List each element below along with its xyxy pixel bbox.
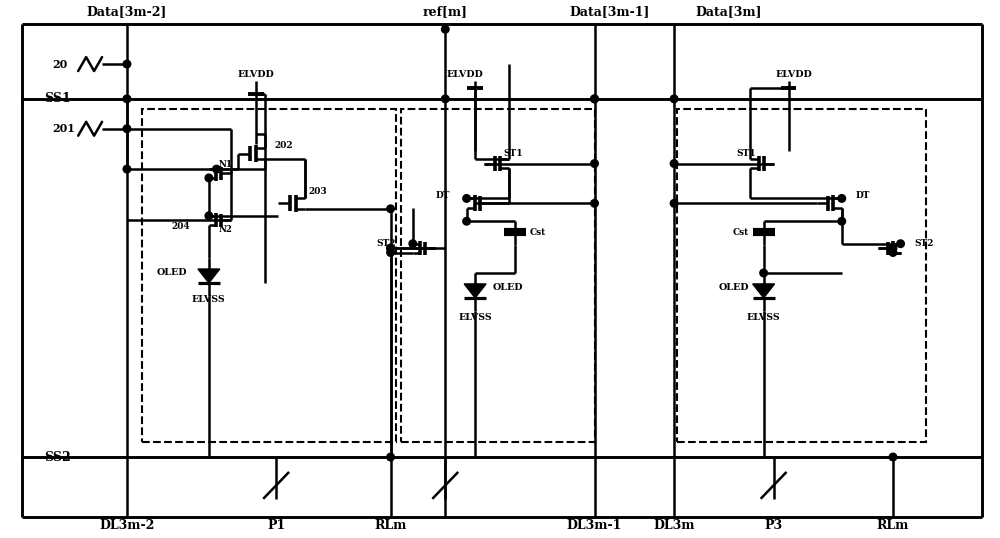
Bar [142,109,396,442]
Circle shape [670,200,678,207]
Circle shape [670,160,678,167]
Text: N2: N2 [218,225,232,233]
Circle shape [123,95,131,103]
Circle shape [205,174,213,182]
Text: ST1: ST1 [503,149,523,158]
Circle shape [387,205,394,213]
Text: N1: N1 [218,160,232,169]
Circle shape [463,217,470,225]
Circle shape [897,240,904,247]
Text: OLED: OLED [718,284,749,292]
Polygon shape [753,284,775,298]
Text: Data[3m-1]: Data[3m-1] [569,5,650,18]
Circle shape [387,244,394,252]
Circle shape [889,249,897,256]
Text: ELVSS: ELVSS [458,313,492,322]
Text: DL3m-2: DL3m-2 [99,519,155,532]
Text: RLm: RLm [374,519,407,532]
Circle shape [591,200,598,207]
Circle shape [387,249,394,256]
Circle shape [838,195,846,202]
Circle shape [213,165,220,173]
Circle shape [442,25,449,33]
Text: 204: 204 [172,222,190,231]
Circle shape [760,269,767,277]
Text: DT: DT [855,191,870,200]
Text: DT: DT [436,191,450,200]
Text: ELVSS: ELVSS [747,313,781,322]
Text: 20: 20 [52,59,68,69]
Circle shape [889,244,897,252]
Circle shape [387,244,394,252]
Polygon shape [464,284,486,298]
Text: 202: 202 [274,141,293,150]
Text: Data[3m-2]: Data[3m-2] [87,5,167,18]
Circle shape [387,453,394,461]
Circle shape [123,60,131,68]
Text: Cst: Cst [732,228,749,237]
Text: SS2: SS2 [44,450,71,464]
Circle shape [463,195,470,202]
Text: RLm: RLm [877,519,909,532]
Circle shape [205,212,213,220]
Text: ELVDD: ELVDD [447,69,484,79]
Circle shape [591,160,598,167]
Circle shape [123,125,131,132]
Circle shape [591,95,598,103]
Text: ref[m]: ref[m] [423,5,468,18]
Text: SS1: SS1 [44,93,71,105]
Bar [401,109,595,442]
Circle shape [889,453,897,461]
Text: ELVDD: ELVDD [775,69,812,79]
Text: Cst: Cst [530,228,546,237]
Circle shape [442,95,449,103]
Text: ELVSS: ELVSS [192,295,226,305]
Text: P3: P3 [765,519,783,532]
Text: OLED: OLED [493,284,524,292]
Polygon shape [198,269,220,283]
Text: Data[3m]: Data[3m] [696,5,762,18]
Text: DL3m: DL3m [653,519,695,532]
Circle shape [838,217,846,225]
Circle shape [591,95,598,103]
Text: 201: 201 [52,123,75,134]
Text: ST2: ST2 [915,239,934,247]
Circle shape [123,165,131,173]
Text: 203: 203 [308,187,327,196]
Bar [677,109,926,442]
Circle shape [409,240,417,247]
Text: OLED: OLED [156,268,187,278]
Text: ST1: ST1 [736,149,756,158]
Text: P1: P1 [267,519,285,532]
Text: ST2: ST2 [376,239,396,247]
Text: DL3m-1: DL3m-1 [567,519,622,532]
Text: ELVDD: ELVDD [238,69,275,79]
Circle shape [670,95,678,103]
